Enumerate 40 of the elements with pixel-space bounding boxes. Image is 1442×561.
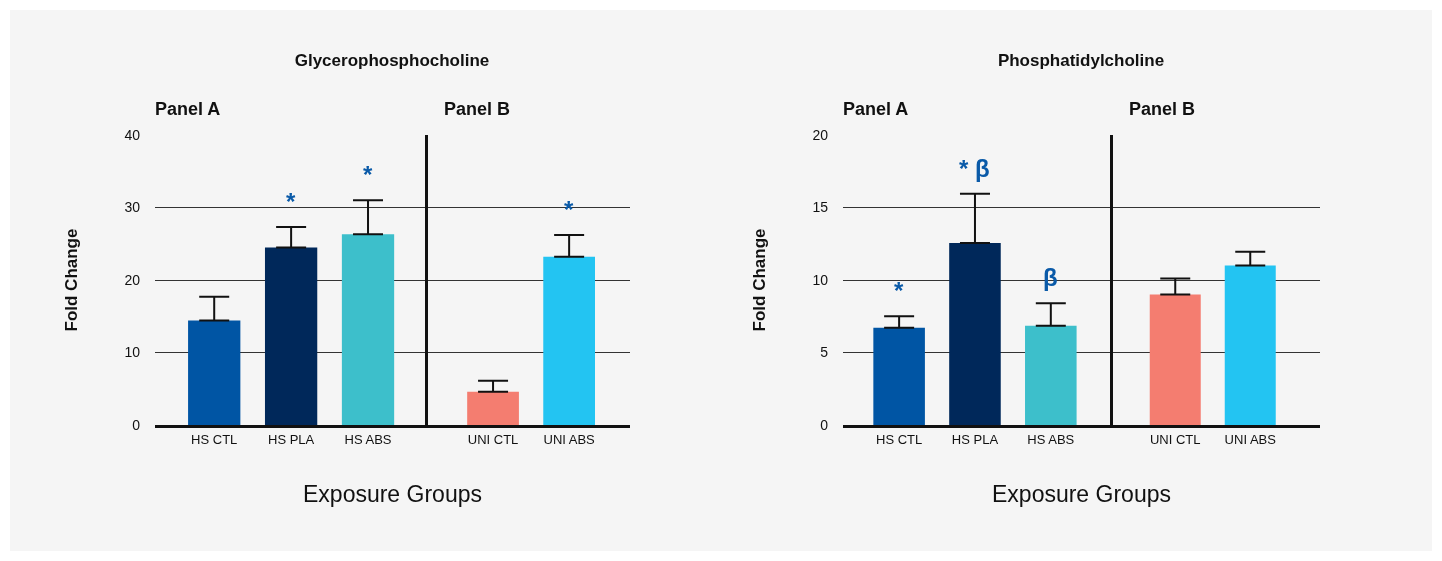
text: Panel A	[843, 99, 909, 119]
bar	[264, 247, 318, 425]
x-tick-label: UNI CTL	[1149, 431, 1201, 447]
y-tick-label: 10	[124, 344, 141, 361]
x-tick-label: HS ABS	[1027, 431, 1075, 447]
y-tick-label: 0	[132, 416, 141, 433]
y-axis-title: Fold Change	[749, 228, 769, 332]
annotation: *	[363, 161, 373, 188]
bar	[188, 320, 241, 425]
bar	[341, 234, 395, 425]
x-tick-label: HS PLA	[951, 431, 999, 447]
chart-title: Phosphatidylcholine	[997, 50, 1165, 70]
y-tick-label: 20	[124, 271, 141, 288]
y-tick-label: 30	[124, 199, 141, 216]
x-tick-label: HS CTL	[191, 431, 238, 447]
annotation: *	[894, 277, 904, 304]
x-axis-title: Exposure Groups	[992, 481, 1171, 507]
x-axis-title: Exposure Groups	[303, 481, 482, 507]
y-tick-label: 0	[820, 416, 829, 433]
x-tick-label: HS CTL	[876, 431, 923, 447]
chart-title: Glycerophosphocholine	[294, 50, 490, 70]
x-tick-label: UNI ABS	[543, 431, 596, 447]
text: Panel A	[155, 99, 221, 119]
annotation: * β	[959, 155, 990, 182]
text: Panel B	[444, 99, 511, 119]
x-tick-label: UNI ABS	[1224, 431, 1277, 447]
text: Panel B	[1129, 99, 1196, 119]
y-tick-label: 20	[812, 126, 829, 143]
y-tick-label: 40	[124, 126, 141, 143]
bar	[949, 243, 1001, 425]
annotation: *	[286, 188, 296, 215]
y-tick-label: 5	[820, 344, 829, 361]
bar	[873, 327, 925, 425]
y-tick-label: 10	[812, 271, 829, 288]
y-tick-label: 15	[812, 199, 829, 216]
x-tick-label: HS ABS	[344, 431, 392, 447]
bar	[1025, 325, 1077, 425]
x-tick-label: HS PLA	[267, 431, 315, 447]
x-tick-label: UNI CTL	[467, 431, 519, 447]
y-axis-title: Fold Change	[61, 228, 81, 332]
